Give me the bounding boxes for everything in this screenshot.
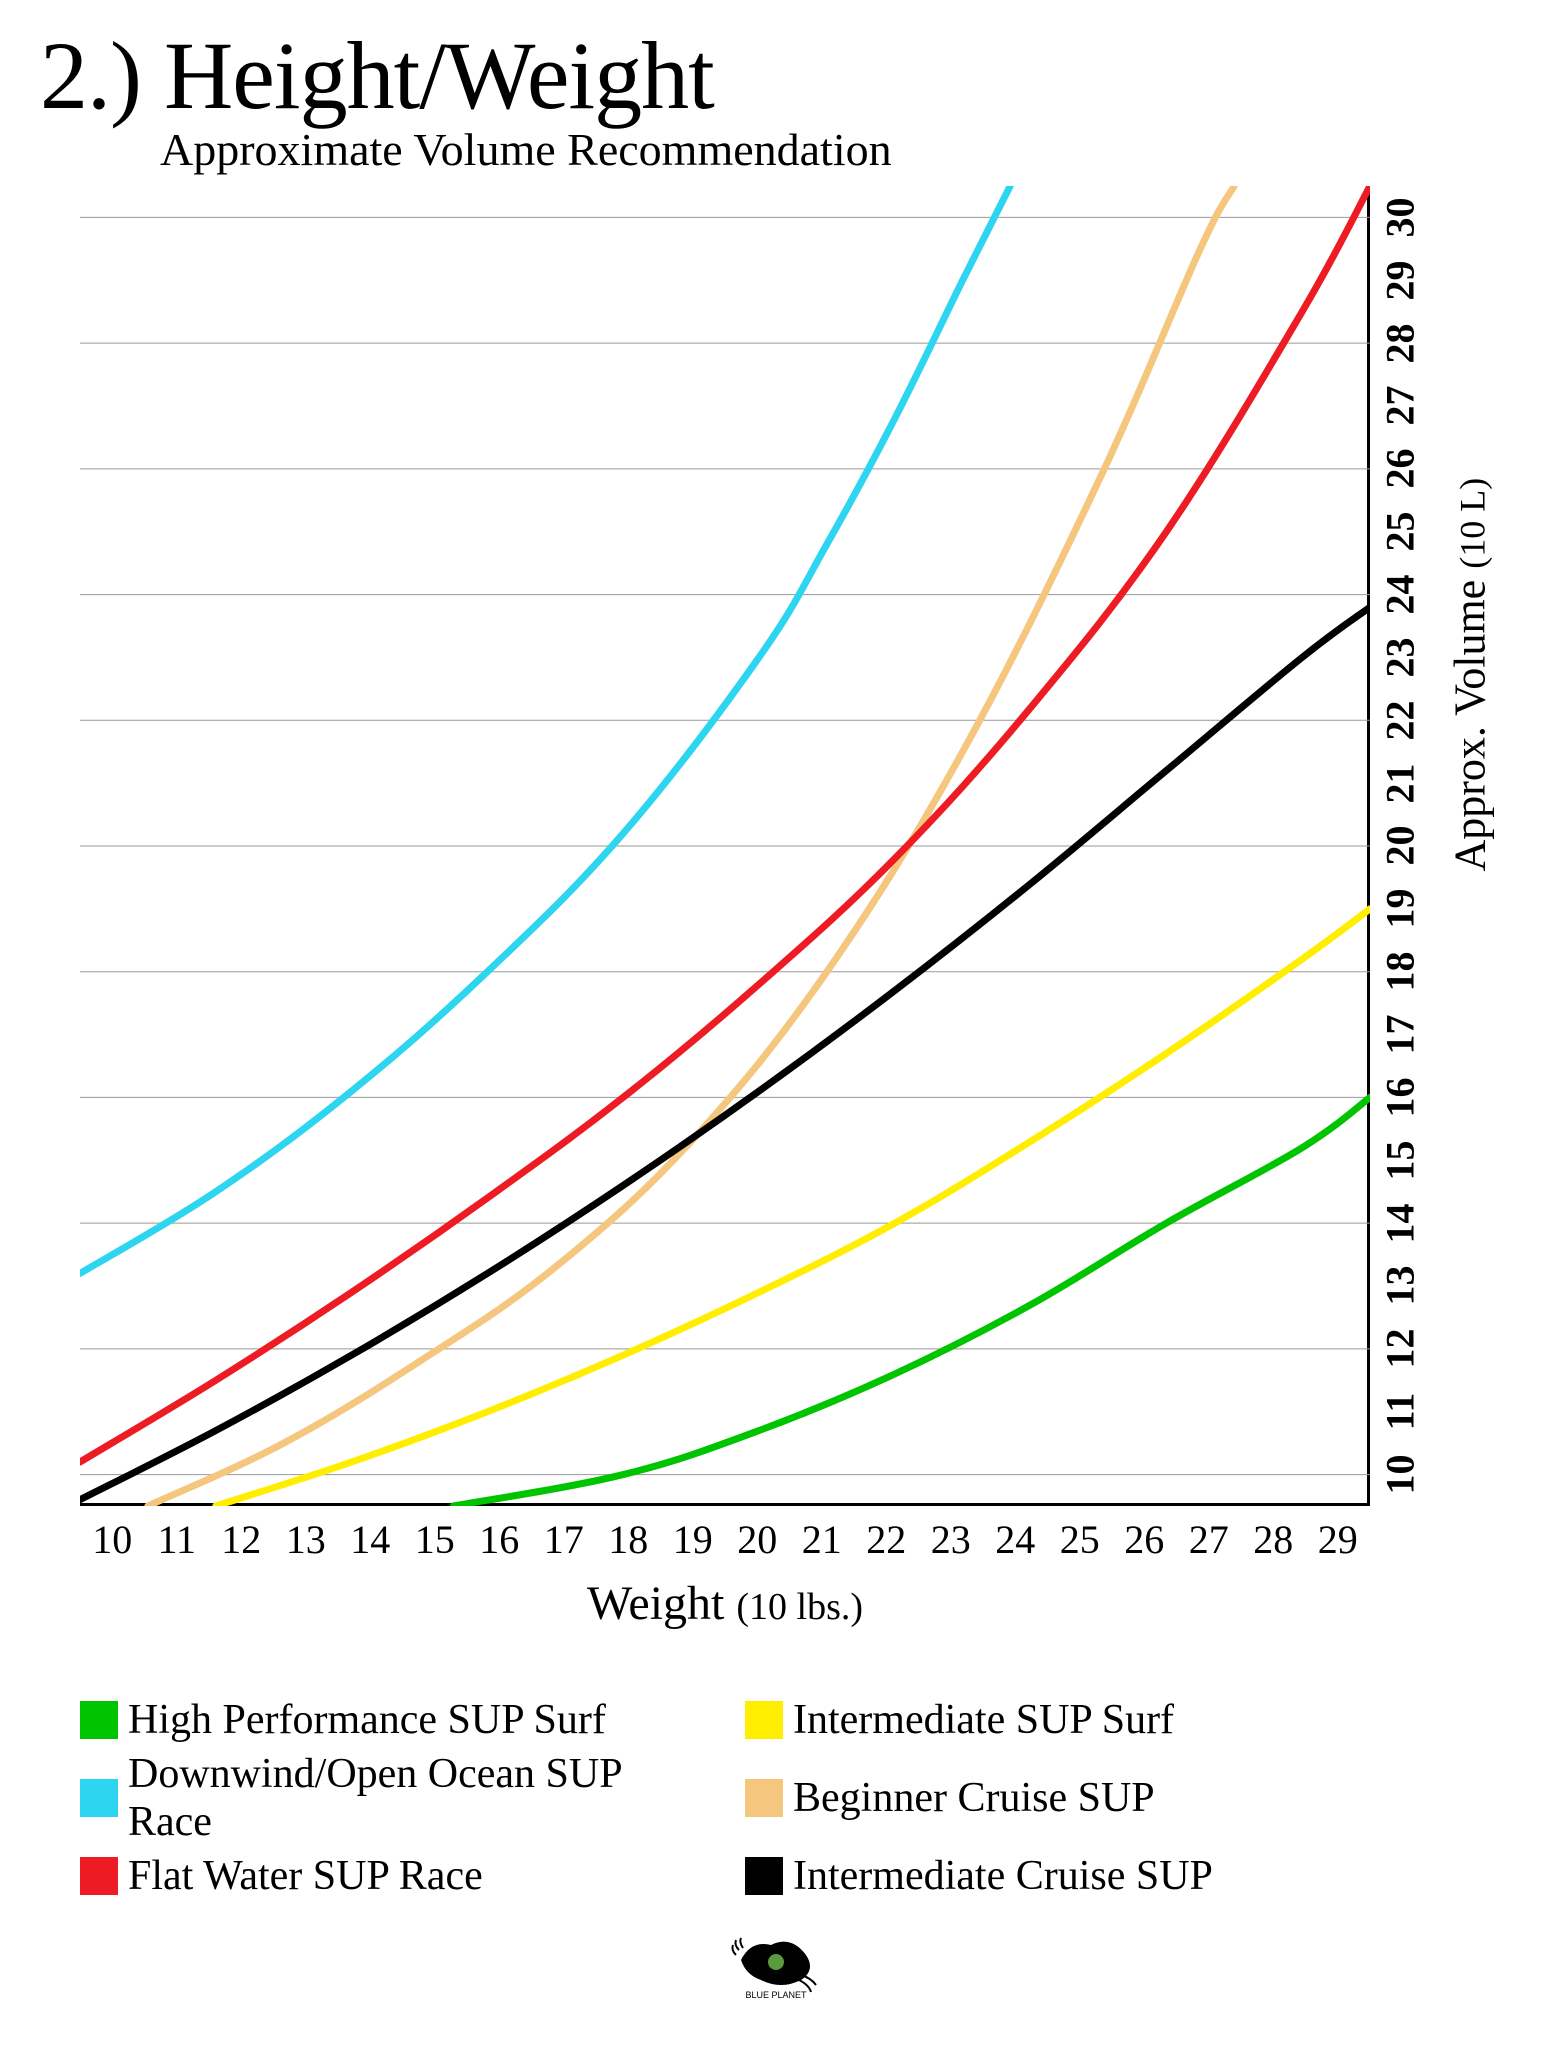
y-tick: 18 [1380, 940, 1440, 1003]
series-line [80, 186, 1370, 1462]
chart-legend: High Performance SUP Surf Intermediate SU… [80, 1696, 1370, 1900]
y-tick: 12 [1380, 1317, 1440, 1380]
x-tick: 25 [1048, 1516, 1113, 1576]
x-tick: 28 [1241, 1516, 1306, 1576]
y-tick: 27 [1380, 375, 1440, 438]
x-tick: 26 [1112, 1516, 1177, 1576]
y-tick: 17 [1380, 1003, 1440, 1066]
legend-swatch [745, 1857, 783, 1895]
x-tick: 19 [661, 1516, 726, 1576]
y-tick: 30 [1380, 186, 1440, 249]
logo-container: BLUE PLANET [40, 1920, 1511, 2010]
x-tick: 17 [532, 1516, 597, 1576]
x-tick: 12 [209, 1516, 274, 1576]
y-axis-unit: (10 L) [1453, 478, 1493, 569]
x-tick: 24 [983, 1516, 1048, 1576]
x-axis-label: Weight (10 lbs.) [80, 1576, 1370, 1631]
x-tick: 10 [80, 1516, 145, 1576]
y-tick: 20 [1380, 815, 1440, 878]
chart-container: 1011121314151617181920212223242526272829… [40, 186, 1510, 1686]
legend-swatch [745, 1779, 783, 1817]
legend-label: Intermediate SUP Surf [793, 1696, 1174, 1744]
plot-area [80, 186, 1370, 1506]
y-axis-label: Approx. Volume (10 L) [1445, 478, 1496, 872]
legend-item: Downwind/Open Ocean SUP Race [80, 1750, 705, 1846]
x-tick: 13 [274, 1516, 339, 1576]
legend-swatch [80, 1779, 118, 1817]
legend-label: Beginner Cruise SUP [793, 1774, 1155, 1822]
y-axis-label-text: Approx. Volume [1446, 580, 1495, 872]
x-tick: 14 [338, 1516, 403, 1576]
x-axis-ticks: 1011121314151617181920212223242526272829 [80, 1516, 1370, 1576]
x-axis-unit: (10 lbs.) [736, 1586, 863, 1628]
chart-svg [80, 186, 1370, 1506]
y-tick: 19 [1380, 877, 1440, 940]
legend-item: Intermediate Cruise SUP [745, 1852, 1370, 1900]
y-tick: 25 [1380, 500, 1440, 563]
x-tick: 27 [1177, 1516, 1242, 1576]
y-tick: 16 [1380, 1066, 1440, 1129]
x-tick: 11 [145, 1516, 210, 1576]
x-tick: 21 [790, 1516, 855, 1576]
y-axis-ticks: 1011121314151617181920212223242526272829… [1380, 186, 1440, 1506]
y-tick: 13 [1380, 1255, 1440, 1318]
y-tick: 26 [1380, 437, 1440, 500]
series-line [453, 1097, 1370, 1506]
y-tick: 14 [1380, 1192, 1440, 1255]
x-tick: 29 [1306, 1516, 1371, 1576]
x-tick: 22 [854, 1516, 919, 1576]
chart-subtitle: Approximate Volume Recommendation [160, 123, 1511, 176]
svg-text:BLUE PLANET: BLUE PLANET [745, 1990, 807, 2000]
y-tick: 28 [1380, 312, 1440, 375]
series-line [80, 186, 1010, 1273]
legend-label: High Performance SUP Surf [128, 1696, 606, 1744]
x-tick: 16 [467, 1516, 532, 1576]
y-tick: 24 [1380, 563, 1440, 626]
legend-item: High Performance SUP Surf [80, 1696, 705, 1744]
legend-swatch [745, 1701, 783, 1739]
y-tick: 23 [1380, 626, 1440, 689]
legend-swatch [80, 1857, 118, 1895]
legend-label: Flat Water SUP Race [128, 1852, 483, 1900]
legend-item: Beginner Cruise SUP [745, 1750, 1370, 1846]
series-line [80, 607, 1370, 1500]
y-tick: 10 [1380, 1443, 1440, 1506]
x-tick: 20 [725, 1516, 790, 1576]
x-axis-label-text: Weight [587, 1577, 724, 1630]
title-block: 2.) Height/Weight Approximate Volume Rec… [40, 20, 1511, 176]
y-tick: 29 [1380, 249, 1440, 312]
legend-item: Intermediate SUP Surf [745, 1696, 1370, 1744]
legend-swatch [80, 1701, 118, 1739]
y-tick: 21 [1380, 752, 1440, 815]
x-tick: 15 [403, 1516, 468, 1576]
x-tick: 23 [919, 1516, 984, 1576]
x-tick: 18 [596, 1516, 661, 1576]
y-tick: 11 [1380, 1380, 1440, 1443]
y-tick: 22 [1380, 689, 1440, 752]
brand-logo-icon: BLUE PLANET [721, 1920, 831, 2010]
legend-label: Downwind/Open Ocean SUP Race [128, 1750, 705, 1846]
chart-title: 2.) Height/Weight [40, 20, 1511, 131]
legend-item: Flat Water SUP Race [80, 1852, 705, 1900]
y-tick: 15 [1380, 1129, 1440, 1192]
legend-label: Intermediate Cruise SUP [793, 1852, 1213, 1900]
